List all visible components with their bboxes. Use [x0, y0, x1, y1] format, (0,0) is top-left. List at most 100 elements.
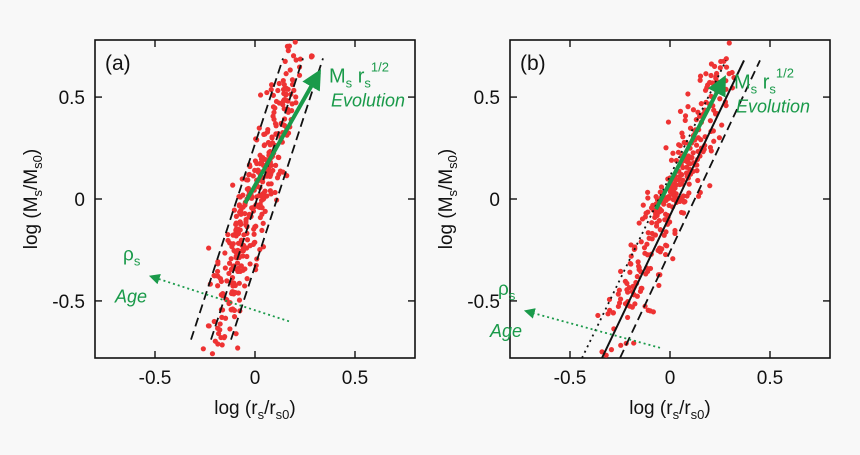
- data-point: [230, 306, 236, 312]
- y-axis-label: log (Ms/Ms0): [436, 149, 460, 249]
- y-axis-label-sub: s: [30, 189, 45, 196]
- data-point: [308, 53, 315, 59]
- data-point: [658, 184, 665, 190]
- data-point: [679, 130, 685, 136]
- data-point: [643, 271, 649, 277]
- data-point: [262, 208, 268, 214]
- data-point: [663, 242, 669, 248]
- data-point: [280, 77, 286, 84]
- data-point: [281, 82, 287, 88]
- data-point: [280, 102, 286, 108]
- data-point: [211, 272, 217, 279]
- x-tick-label: -0.5: [554, 368, 587, 389]
- data-point: [287, 67, 293, 73]
- panel-label: (a): [105, 52, 131, 75]
- data-point: [635, 263, 642, 269]
- data-point: [641, 245, 648, 251]
- data-point: [257, 92, 264, 98]
- data-point: [636, 220, 642, 226]
- formula-sub2: s: [364, 76, 371, 91]
- data-point: [615, 291, 621, 297]
- data-point: [209, 351, 216, 357]
- scatter-points: [595, 40, 737, 358]
- data-point: [726, 40, 732, 46]
- x-tick-label: 0: [250, 368, 261, 389]
- data-point: [244, 276, 250, 282]
- data-point: [260, 155, 266, 161]
- data-point: [242, 283, 248, 289]
- evolution-arrow: [654, 75, 726, 211]
- data-point: [289, 77, 296, 83]
- data-point: [284, 43, 291, 49]
- data-point: [229, 244, 235, 250]
- data-point: [677, 143, 683, 149]
- formula-sub: s: [346, 76, 353, 91]
- data-point: [257, 201, 263, 207]
- y-axis-label-part: /M: [21, 169, 42, 190]
- panel-label: (b): [520, 52, 546, 75]
- data-point: [627, 260, 633, 267]
- data-point: [283, 86, 290, 92]
- reference-line-dashed: [190, 58, 284, 340]
- data-point: [595, 312, 601, 319]
- data-point: [723, 102, 729, 109]
- data-point: [267, 172, 273, 179]
- data-point: [240, 204, 246, 210]
- rho-symbol: ρ: [123, 244, 134, 265]
- data-point: [668, 157, 675, 163]
- data-point: [230, 232, 236, 238]
- data-point: [250, 241, 256, 247]
- data-point: [252, 158, 259, 164]
- data-point: [251, 231, 257, 237]
- data-point: [693, 142, 700, 148]
- data-point: [215, 325, 221, 331]
- data-point: [635, 259, 641, 265]
- data-point: [243, 177, 250, 183]
- rho-symbol: ρ: [498, 279, 509, 300]
- data-point: [618, 342, 624, 348]
- data-point: [670, 150, 676, 156]
- x-tick-label: 0.5: [757, 368, 783, 389]
- data-point: [675, 149, 682, 155]
- rho-sub: s: [134, 253, 141, 268]
- data-point: [244, 237, 251, 243]
- data-point: [665, 119, 672, 125]
- data-point: [267, 188, 273, 194]
- data-point: [296, 72, 303, 78]
- data-point: [224, 278, 230, 284]
- data-point: [240, 267, 246, 273]
- y-tick-label: -0.5: [467, 292, 500, 313]
- data-point: [217, 321, 223, 327]
- reference-line-dashed: [619, 60, 761, 358]
- data-point: [708, 148, 714, 154]
- data-point: [270, 140, 276, 146]
- y-axis-label-part: log (M: [21, 196, 42, 249]
- y-axis-label-part: /M: [436, 169, 457, 190]
- data-point: [282, 58, 288, 64]
- data-point: [703, 71, 709, 77]
- reference-line-dashed: [210, 58, 304, 340]
- data-point: [250, 173, 256, 179]
- data-point: [257, 246, 263, 253]
- data-point: [276, 171, 282, 177]
- age-arrow: [523, 308, 661, 349]
- x-axis-label-part: /r: [264, 398, 276, 419]
- data-point: [661, 232, 667, 238]
- x-axis-label-part: /r: [679, 398, 691, 419]
- data-point: [645, 230, 651, 236]
- x-axis-label-sub: s0: [691, 407, 705, 422]
- data-point: [676, 173, 683, 180]
- data-point: [662, 217, 668, 223]
- x-axis-label-part: ): [704, 398, 710, 419]
- y-tick-label: 0: [74, 190, 85, 211]
- data-point: [234, 260, 241, 266]
- data-point: [627, 303, 633, 309]
- x-tick-label: 0: [665, 368, 676, 389]
- y-axis-label: log (Ms/Ms0): [21, 149, 45, 249]
- data-point: [637, 288, 644, 294]
- y-axis-label-part: ): [21, 149, 42, 155]
- data-point: [695, 135, 702, 141]
- data-point: [644, 252, 651, 258]
- data-point: [276, 80, 282, 87]
- data-point: [643, 210, 649, 216]
